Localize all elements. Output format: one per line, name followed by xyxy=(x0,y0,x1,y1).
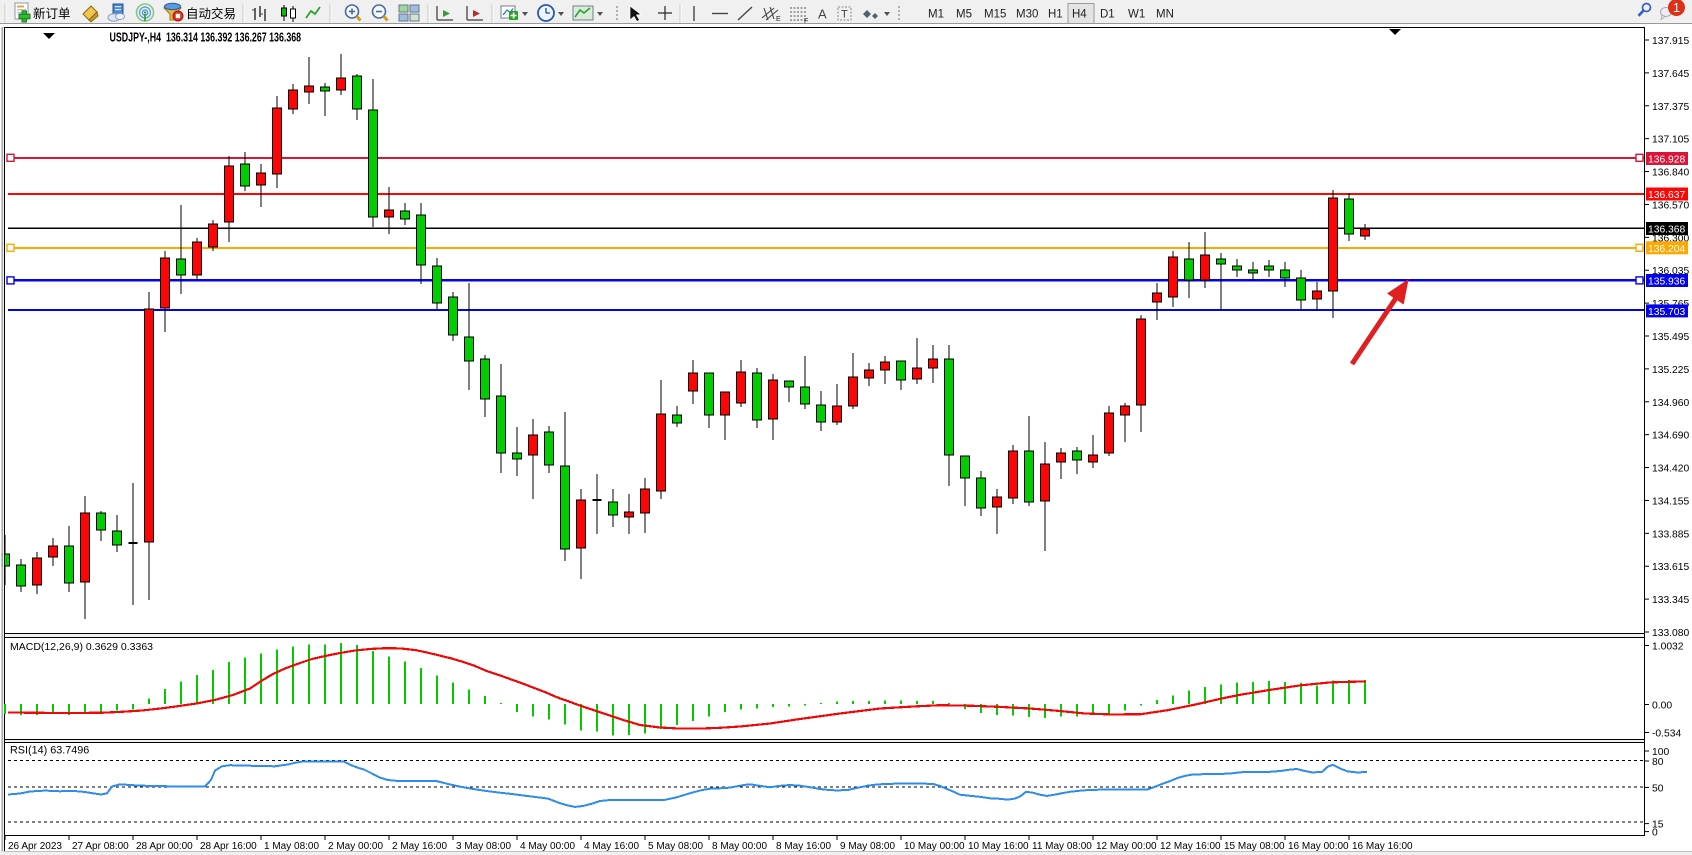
svg-text:M5: M5 xyxy=(956,9,972,21)
svg-text:USDJPY-,H4 136.314 136.392 13: USDJPY-,H4 136.314 136.392 136.267 136.3… xyxy=(110,31,302,45)
svg-text:137.645: 137.645 xyxy=(1652,69,1689,80)
svg-text:134.690: 134.690 xyxy=(1652,431,1689,442)
svg-text:12 May 00:00: 12 May 00:00 xyxy=(1096,841,1157,852)
svg-text:5 May 08:00: 5 May 08:00 xyxy=(648,841,703,852)
svg-text:16 May 16:00: 16 May 16:00 xyxy=(1352,841,1413,852)
svg-text:F: F xyxy=(804,18,808,25)
svg-text:50: 50 xyxy=(1652,783,1664,794)
svg-text:-0.534: -0.534 xyxy=(1652,729,1681,740)
svg-text:26 Apr 2023: 26 Apr 2023 xyxy=(8,841,62,852)
svg-text:16 May 00:00: 16 May 00:00 xyxy=(1288,841,1349,852)
svg-text:137.375: 137.375 xyxy=(1652,102,1689,113)
svg-text:136.637: 136.637 xyxy=(1648,190,1685,201)
svg-text:137.105: 137.105 xyxy=(1652,135,1689,146)
svg-text:10 May 00:00: 10 May 00:00 xyxy=(904,841,965,852)
svg-text:136.928: 136.928 xyxy=(1648,155,1685,166)
svg-text:T: T xyxy=(841,9,848,21)
svg-text:H4: H4 xyxy=(1072,9,1087,21)
svg-text:136.300: 136.300 xyxy=(1652,233,1689,244)
svg-text:8 May 00:00: 8 May 00:00 xyxy=(712,841,767,852)
svg-text:80: 80 xyxy=(1652,757,1664,768)
svg-text:M15: M15 xyxy=(984,9,1006,21)
svg-text:12 May 16:00: 12 May 16:00 xyxy=(1160,841,1221,852)
svg-text:28 Apr 00:00: 28 Apr 00:00 xyxy=(136,841,193,852)
svg-text:RSI(14) 63.7496: RSI(14) 63.7496 xyxy=(10,745,89,757)
svg-text:4 May 00:00: 4 May 00:00 xyxy=(520,841,575,852)
svg-text:1.0032: 1.0032 xyxy=(1652,642,1684,653)
svg-text:11 May 08:00: 11 May 08:00 xyxy=(1032,841,1092,852)
svg-text:27 Apr 08:00: 27 Apr 08:00 xyxy=(72,841,129,852)
svg-text:134.960: 134.960 xyxy=(1652,398,1689,409)
svg-text:新订单: 新订单 xyxy=(33,6,71,21)
svg-text:28 Apr 16:00: 28 Apr 16:00 xyxy=(200,841,257,852)
svg-text:15 May 08:00: 15 May 08:00 xyxy=(1224,841,1285,852)
svg-text:MACD(12,26,9) 0.3629 0.3363: MACD(12,26,9) 0.3629 0.3363 xyxy=(10,641,153,653)
svg-text:10 May 16:00: 10 May 16:00 xyxy=(968,841,1029,852)
svg-text:133.885: 133.885 xyxy=(1652,529,1689,540)
svg-text:15: 15 xyxy=(1652,820,1664,831)
svg-text:133.345: 133.345 xyxy=(1652,595,1689,606)
svg-text:134.420: 134.420 xyxy=(1652,464,1689,475)
svg-text:9 May 08:00: 9 May 08:00 xyxy=(840,841,895,852)
svg-text:2 May 16:00: 2 May 16:00 xyxy=(392,841,447,852)
svg-text:2 May 00:00: 2 May 00:00 xyxy=(328,841,383,852)
svg-text:136.204: 136.204 xyxy=(1648,244,1685,255)
svg-text:137.915: 137.915 xyxy=(1652,36,1689,47)
svg-text:M30: M30 xyxy=(1016,9,1038,21)
svg-text:135.495: 135.495 xyxy=(1652,332,1689,343)
svg-text:136.840: 136.840 xyxy=(1652,168,1689,179)
svg-text:E: E xyxy=(776,16,781,23)
svg-text:1: 1 xyxy=(1673,1,1680,15)
svg-text:4 May 16:00: 4 May 16:00 xyxy=(584,841,639,852)
svg-text:H1: H1 xyxy=(1048,9,1063,21)
svg-text:135.225: 135.225 xyxy=(1652,365,1689,376)
svg-text:3 May 08:00: 3 May 08:00 xyxy=(456,841,511,852)
svg-text:MN: MN xyxy=(1156,9,1174,21)
svg-text:136.570: 136.570 xyxy=(1652,200,1689,211)
svg-text:0: 0 xyxy=(1652,828,1658,839)
svg-text:A: A xyxy=(818,7,827,22)
svg-text:自动交易: 自动交易 xyxy=(186,6,236,21)
svg-text:133.615: 133.615 xyxy=(1652,562,1689,573)
svg-text:D1: D1 xyxy=(1100,9,1115,21)
svg-text:136.368: 136.368 xyxy=(1648,225,1685,236)
svg-text:100: 100 xyxy=(1652,747,1669,758)
svg-text:135.936: 135.936 xyxy=(1648,277,1685,288)
svg-text:W1: W1 xyxy=(1128,9,1145,21)
svg-text:133.080: 133.080 xyxy=(1652,628,1689,639)
svg-text:M1: M1 xyxy=(928,9,944,21)
svg-text:136.035: 136.035 xyxy=(1652,266,1689,277)
svg-text:134.155: 134.155 xyxy=(1652,496,1689,507)
svg-text:8 May 16:00: 8 May 16:00 xyxy=(776,841,831,852)
svg-text:0.00: 0.00 xyxy=(1652,701,1672,712)
svg-text:135.703: 135.703 xyxy=(1648,307,1685,318)
svg-text:1 May 08:00: 1 May 08:00 xyxy=(264,841,319,852)
